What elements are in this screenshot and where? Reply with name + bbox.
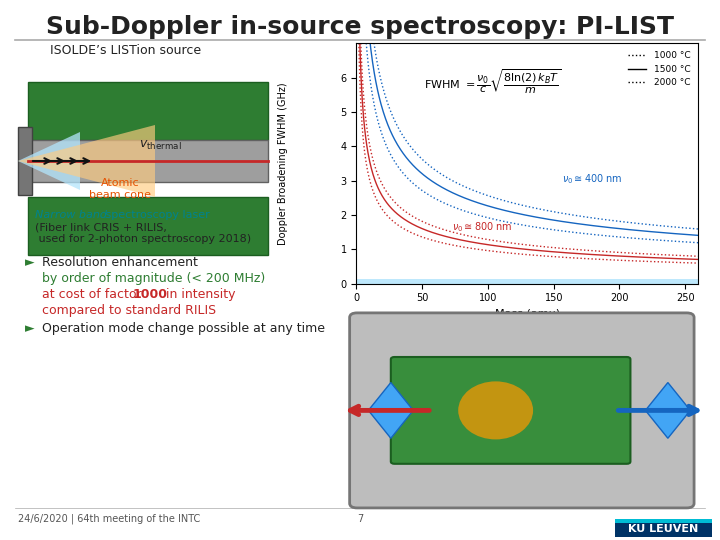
- Text: KU LEUVEN: KU LEUVEN: [628, 524, 698, 534]
- Polygon shape: [645, 382, 690, 438]
- Text: Resolution enhancement: Resolution enhancement: [42, 256, 198, 269]
- FancyBboxPatch shape: [18, 127, 32, 195]
- Legend: 1000 °C, 1500 °C, 2000 °C: 1000 °C, 1500 °C, 2000 °C: [625, 48, 694, 91]
- Text: $\nu_0 \cong 400$ nm: $\nu_0 \cong 400$ nm: [562, 173, 622, 186]
- FancyBboxPatch shape: [28, 82, 268, 140]
- Text: $\nu_0 \cong 800$ nm: $\nu_0 \cong 800$ nm: [452, 221, 513, 234]
- Text: 24/6/2020 | 64th meeting of the INTC: 24/6/2020 | 64th meeting of the INTC: [18, 514, 200, 524]
- Text: Operation mode change possible at any time: Operation mode change possible at any ti…: [42, 322, 325, 335]
- Text: 7: 7: [357, 514, 363, 524]
- FancyBboxPatch shape: [615, 519, 712, 525]
- X-axis label: Mass (amu): Mass (amu): [495, 309, 560, 319]
- Text: compared to standard RILIS: compared to standard RILIS: [42, 304, 216, 317]
- Text: ►: ►: [25, 256, 35, 269]
- Polygon shape: [18, 132, 80, 161]
- FancyBboxPatch shape: [350, 313, 694, 508]
- Text: 1000: 1000: [133, 288, 168, 301]
- Text: by order of magnitude (< 200 MHz): by order of magnitude (< 200 MHz): [42, 272, 265, 285]
- Text: (Fiber link CRIS + RILIS,: (Fiber link CRIS + RILIS,: [35, 222, 167, 232]
- Y-axis label: Doppler Broadening FWHM (GHz): Doppler Broadening FWHM (GHz): [278, 82, 288, 245]
- Text: FWHM $= \dfrac{\nu_0}{c}\sqrt{\dfrac{8\ln(2)\,k_B T}{m}}$: FWHM $= \dfrac{\nu_0}{c}\sqrt{\dfrac{8\l…: [424, 68, 562, 96]
- Text: Atomic
beam cone: Atomic beam cone: [89, 178, 151, 200]
- Text: ►: ►: [25, 322, 35, 335]
- Text: at cost of factor: at cost of factor: [42, 288, 145, 301]
- Text: Sub-Doppler in-source spectroscopy: PI-LIST: Sub-Doppler in-source spectroscopy: PI-L…: [46, 15, 674, 39]
- Text: used for 2-photon spectroscopy 2018): used for 2-photon spectroscopy 2018): [35, 234, 251, 244]
- Polygon shape: [18, 125, 155, 161]
- FancyBboxPatch shape: [391, 357, 631, 464]
- Ellipse shape: [458, 381, 533, 440]
- Polygon shape: [369, 382, 413, 438]
- Bar: [356, 279, 698, 284]
- Polygon shape: [18, 161, 80, 190]
- FancyBboxPatch shape: [28, 140, 268, 182]
- Text: spectroscopy laser: spectroscopy laser: [102, 210, 210, 220]
- FancyBboxPatch shape: [615, 523, 712, 537]
- Text: in intensity: in intensity: [162, 288, 235, 301]
- Text: ISOLDE’s LISTion source: ISOLDE’s LISTion source: [50, 44, 201, 57]
- FancyBboxPatch shape: [28, 197, 268, 255]
- Polygon shape: [18, 161, 155, 197]
- Text: Narrow band: Narrow band: [35, 210, 107, 220]
- Text: $v_{\mathrm{thermal}}$: $v_{\mathrm{thermal}}$: [138, 139, 181, 152]
